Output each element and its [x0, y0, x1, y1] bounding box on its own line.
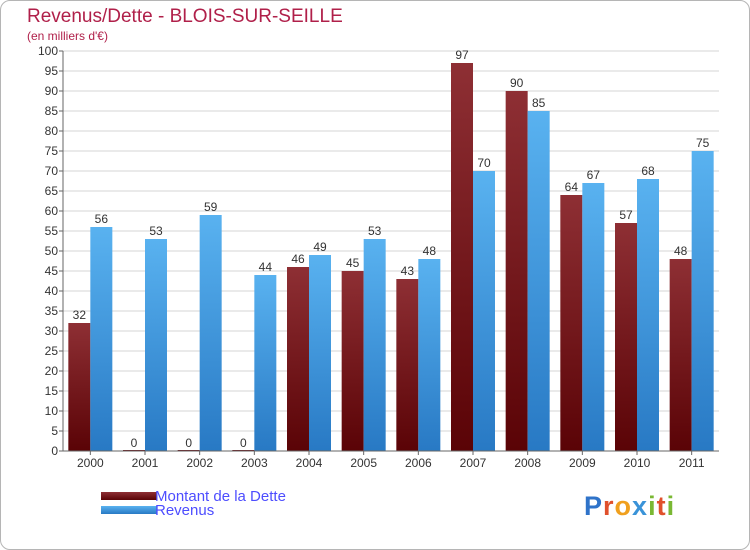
data-label: 57 [619, 208, 633, 222]
y-tick-label: 70 [45, 164, 59, 178]
x-tick-label: 2000 [77, 456, 104, 470]
bar-dette [615, 223, 637, 451]
data-label: 75 [696, 136, 710, 150]
bar-revenus [199, 215, 222, 451]
y-tick-label: 45 [45, 264, 59, 278]
legend-swatch-dette [101, 492, 157, 500]
logo-letter: i [666, 491, 676, 521]
bar-dette [451, 63, 473, 451]
y-tick-label: 25 [45, 344, 59, 358]
bar-revenus [363, 239, 386, 451]
y-tick-label: 15 [45, 384, 59, 398]
x-tick-label: 2003 [241, 456, 268, 470]
y-tick-label: 20 [45, 364, 59, 378]
bar-revenus [309, 255, 331, 451]
data-label: 0 [240, 436, 247, 450]
bar-dette [68, 323, 91, 451]
proxiti-logo: Proxiti [584, 491, 675, 522]
bar-revenus [637, 179, 659, 451]
data-label: 85 [532, 96, 546, 110]
bar-dette [505, 91, 528, 451]
data-label: 67 [587, 168, 601, 182]
data-label: 56 [95, 212, 109, 226]
y-tick-label: 55 [45, 224, 59, 238]
data-label: 59 [204, 200, 218, 214]
y-tick-label: 80 [45, 124, 59, 138]
data-label: 44 [259, 260, 273, 274]
x-tick-label: 2001 [132, 456, 159, 470]
data-label: 0 [185, 436, 192, 450]
logo-letter: P [584, 491, 604, 521]
data-label: 0 [131, 436, 138, 450]
y-tick-label: 95 [45, 64, 59, 78]
x-tick-label: 2002 [186, 456, 213, 470]
bar-revenus [90, 227, 113, 451]
data-label: 90 [510, 76, 524, 90]
legend-label-dette: Montant de la Dette [155, 487, 286, 505]
data-label: 53 [149, 224, 163, 238]
bar-layer: 32 56 0 53 0 59 0 44 46 49 45 53 43 48 97 70 90 85 64 67 57 6… [68, 48, 714, 451]
bar-revenus [254, 275, 277, 451]
x-tick-label: 2008 [514, 456, 541, 470]
y-tick-label: 85 [45, 104, 59, 118]
data-label: 53 [368, 224, 382, 238]
x-tick-label: 2005 [350, 456, 377, 470]
data-label: 64 [565, 180, 579, 194]
bar-dette [560, 195, 583, 451]
bar-revenus [418, 259, 441, 451]
data-label: 32 [73, 308, 87, 322]
data-label: 46 [291, 252, 305, 266]
y-tick-label: 40 [45, 284, 59, 298]
logo-letter: t [656, 491, 667, 521]
logo-letter: r [603, 491, 615, 521]
x-tick-label: 2007 [460, 456, 487, 470]
data-label: 49 [313, 240, 327, 254]
y-tick-label: 65 [45, 184, 59, 198]
bar-dette [287, 267, 309, 451]
y-tick-label: 0 [51, 444, 58, 458]
y-tick-label: 100 [38, 44, 58, 58]
y-tick-label: 75 [45, 144, 59, 158]
bar-revenus [473, 171, 495, 451]
data-label: 48 [674, 244, 688, 258]
bar-revenus [691, 151, 714, 451]
legend-swatch-revenus [101, 506, 157, 514]
y-tick-label: 10 [45, 404, 59, 418]
x-tick-label: 2011 [679, 456, 705, 470]
axis-layer: 0 5 10 15 20 25 30 35 40 45 50 55 60 65 70 75 80 85 90 95 10… [38, 44, 719, 470]
bar-dette [396, 279, 419, 451]
data-label: 70 [477, 156, 491, 170]
y-tick-label: 30 [45, 324, 59, 338]
logo-letter: o [614, 491, 633, 521]
logo-letter: x [632, 491, 649, 521]
y-tick-label: 35 [45, 304, 59, 318]
bar-dette [669, 259, 692, 451]
bar-revenus [527, 111, 550, 451]
y-tick-label: 50 [45, 244, 59, 258]
y-tick-label: 90 [45, 84, 59, 98]
y-tick-label: 60 [45, 204, 59, 218]
chart-subtitle: (en milliers d'€) [27, 29, 108, 43]
data-label: 43 [401, 264, 415, 278]
chart-title: Revenus/Dette - BLOIS-SUR-SEILLE [27, 6, 343, 27]
data-label: 68 [641, 164, 655, 178]
data-label: 48 [423, 244, 437, 258]
x-tick-label: 2004 [296, 456, 323, 470]
logo-letter: i [648, 491, 657, 521]
bar-dette [341, 271, 364, 451]
legend-item-dette: Montant de la Dette [101, 487, 286, 505]
grid-layer [63, 50, 719, 452]
x-tick-label: 2010 [624, 456, 651, 470]
legend-item-revenus: Revenus [101, 501, 215, 519]
bar-revenus [145, 239, 167, 451]
data-label: 45 [346, 256, 360, 270]
x-tick-label: 2009 [569, 456, 596, 470]
data-label: 97 [455, 48, 469, 62]
bar-revenus [582, 183, 605, 451]
y-tick-label: 5 [51, 424, 58, 438]
x-tick-label: 2006 [405, 456, 432, 470]
legend-label-revenus: Revenus [155, 501, 215, 519]
